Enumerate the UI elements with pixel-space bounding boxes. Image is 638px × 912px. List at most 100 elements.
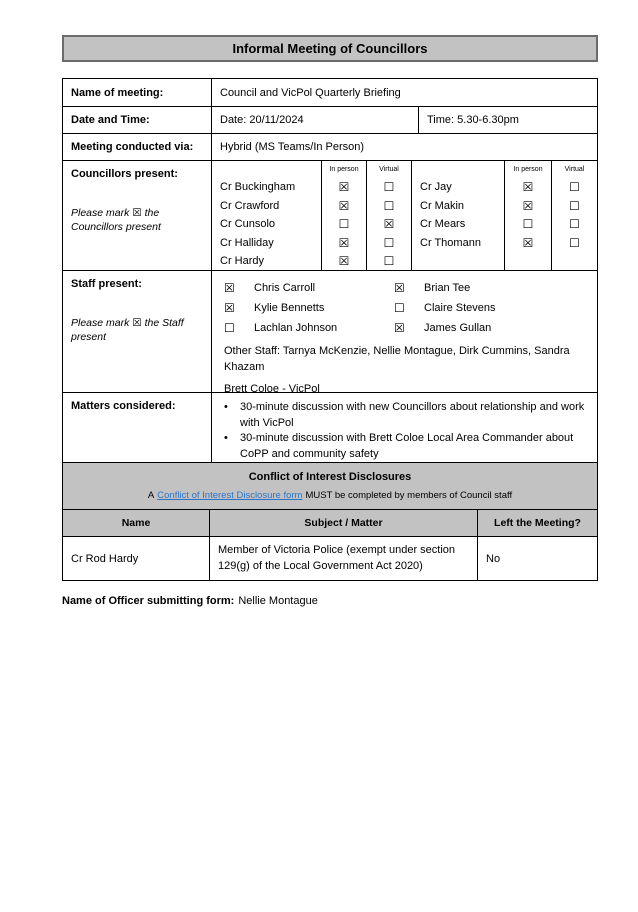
conflict-of-interest-band: Conflict of Interest Disclosures A Confli… [63,462,597,509]
staff-name: Lachlan Johnson [254,322,338,334]
matters-label-cell: Matters considered: [63,393,211,462]
councillors-group2-in-person-column: In person ☒ ☒ ☐ ☒ [504,161,551,270]
disclosure-subject: Member of Victoria Police (exempt under … [209,537,477,580]
checkbox-in-person: ☐ [522,217,534,231]
row-conducted-via: Meeting conducted via: Hybrid (MS Teams/… [63,133,597,160]
conflict-disclosure-form-link[interactable]: Conflict of Interest Disclosure form [157,490,303,501]
name-of-meeting-value: Council and VicPol Quarterly Briefing [211,79,597,106]
checkbox-virtual: ☐ [569,180,580,194]
staff-note: Please mark ☒ the Staff present [71,317,184,343]
checkbox-in-person: ☒ [338,180,350,194]
councillors-present-label: Councillors present: [71,168,178,180]
councillors-group2-names: Cr Jay Cr Makin Cr Mears Cr Thomann [411,161,504,270]
staff-label-cell: Staff present: Please mark ☒ the Staff p… [63,271,211,392]
checkbox-virtual: ☐ [569,198,580,213]
conflict-title: Conflict of Interest Disclosures [248,471,412,483]
checkbox-in-person: ☒ [522,180,534,194]
conflict-suffix: MUST be completed by members of Council … [305,490,513,501]
in-person-column-header: In person [513,166,543,173]
councillor-name: Cr Hardy [220,255,265,267]
row-date-time: Date and Time: Date: 20/11/2024 Time: 5.… [63,106,597,133]
disclosure-left-meeting: No [477,537,597,580]
checkbox-staff: ☒ [394,321,405,335]
checkbox-staff: ☐ [224,321,235,335]
meeting-form-table: Name of meeting: Council and VicPol Quar… [62,78,598,581]
checkbox-in-person: ☒ [338,235,350,250]
staff-name: Brian Tee [424,282,471,294]
header-subject-matter: Subject / Matter [209,510,477,536]
councillors-label-cell: Councillors present: Please mark ☒ the C… [63,161,211,270]
date-value: Date: 20/11/2024 [211,107,418,133]
councillor-name: Cr Makin [420,199,465,212]
header-name: Name [121,517,151,529]
officer-submitting-label: Name of Officer submitting form: [62,595,235,607]
checkbox-in-person: ☒ [522,198,534,213]
councillor-name: Cr Mears [420,218,466,230]
officer-submitting-line: Name of Officer submitting form: Nellie M… [62,595,598,607]
checkbox-virtual: ☐ [569,217,580,231]
conflict-prefix: A [147,490,155,501]
matter-item: • 30-minute discussion with Brett Coloe … [224,431,589,462]
name-of-meeting-label: Name of meeting: [71,86,164,99]
in-person-column-header: In person [329,166,359,173]
bullet-icon: • [224,401,228,413]
checkbox-staff: ☒ [224,301,235,315]
virtual-column-header: Virtual [379,166,399,173]
checkbox-in-person: ☒ [338,254,350,268]
disclosure-table-row: Cr Rod Hardy Member of Victoria Police (… [63,536,597,580]
councillor-name: Cr Cunsolo [220,218,276,230]
conducted-via-value: Hybrid (MS Teams/In Person) [211,134,597,160]
staff-name: Kylie Bennetts [254,302,325,314]
row-councillors-present: Councillors present: Please mark ☒ the C… [63,160,597,270]
checkbox-staff: ☒ [224,281,235,295]
disclosure-name: Cr Rod Hardy [71,552,139,565]
matter-text: 30-minute discussion with Brett Coloe Lo… [240,432,574,460]
checkbox-virtual: ☐ [383,198,395,213]
staff-row: ☐ Lachlan Johnson ☒ James Gullan [224,318,589,338]
staff-row: ☒ Chris Carroll ☒ Brian Tee [224,278,589,298]
document-page: Informal Meeting of Councillors Name of … [62,35,598,607]
matters-considered-label: Matters considered: [71,400,176,412]
row-matters-considered: Matters considered: • 30-minute discussi… [63,392,597,462]
staff-name: James Gullan [424,322,492,334]
staff-name: Chris Carroll [254,282,316,294]
date-time-label: Date and Time: [71,114,150,126]
councillors-group1-virtual-column: Virtual ☐ ☐ ☒ ☐ ☐ [366,161,411,270]
staff-name: Claire Stevens [424,302,496,314]
virtual-column-header: Virtual [564,166,585,173]
conducted-via-label: Meeting conducted via: [71,141,194,153]
matter-text: 30-minute discussion with new Councillor… [240,401,585,429]
checkbox-staff: ☐ [394,301,405,315]
time-value: Time: 5.30-6.30pm [418,107,597,133]
checkbox-in-person: ☒ [522,235,534,250]
vicpol-attendee-text: Brett Coloe - VicPol [224,383,320,395]
checkbox-virtual: ☐ [383,180,395,194]
checkbox-virtual: ☐ [569,235,580,250]
matters-considered-content: • 30-minute discussion with new Councill… [211,393,597,462]
councillor-name: Cr Buckingham [220,181,296,193]
other-staff-text: Other Staff: Tarnya McKenzie, Nellie Mon… [224,345,570,373]
matter-item: • 30-minute discussion with new Councill… [224,400,589,431]
councillors-group1-names: Cr Buckingham Cr Crawford Cr Cunsolo Cr … [211,161,321,270]
councillors-note: Please mark ☒ the Councillors present [71,207,161,233]
row-staff-present: Staff present: Please mark ☒ the Staff p… [63,270,597,395]
checkbox-staff: ☒ [394,281,405,295]
staff-row: ☒ Kylie Bennetts ☐ Claire Stevens [224,298,589,318]
disclosure-table-header: Name Subject / Matter Left the Meeting? [63,509,597,536]
checkbox-virtual: ☐ [383,235,395,250]
councillor-name: Cr Crawford [220,199,280,212]
checkbox-in-person: ☒ [338,198,350,213]
councillor-name: Cr Jay [420,181,452,193]
bullet-icon: • [224,432,228,444]
staff-present-label: Staff present: [71,278,142,290]
conflict-subtitle: A Conflict of Interest Disclosure form MUS… [63,490,597,501]
councillors-group2-virtual-column: Virtual ☐ ☐ ☐ ☐ [551,161,597,270]
document-title: Informal Meeting of Councillors [232,41,428,56]
document-title-bar: Informal Meeting of Councillors [62,35,598,62]
staff-present-content: ☒ Chris Carroll ☒ Brian Tee ☒ Kylie Benn… [211,271,597,395]
row-name-of-meeting: Name of meeting: Council and VicPol Quar… [63,79,597,106]
header-left-the-meeting: Left the Meeting? [477,510,597,536]
councillor-name: Cr Thomann [420,236,481,249]
councillor-name: Cr Halliday [220,236,274,249]
councillors-group1-in-person-column: In person ☒ ☒ ☐ ☒ ☒ [321,161,366,270]
